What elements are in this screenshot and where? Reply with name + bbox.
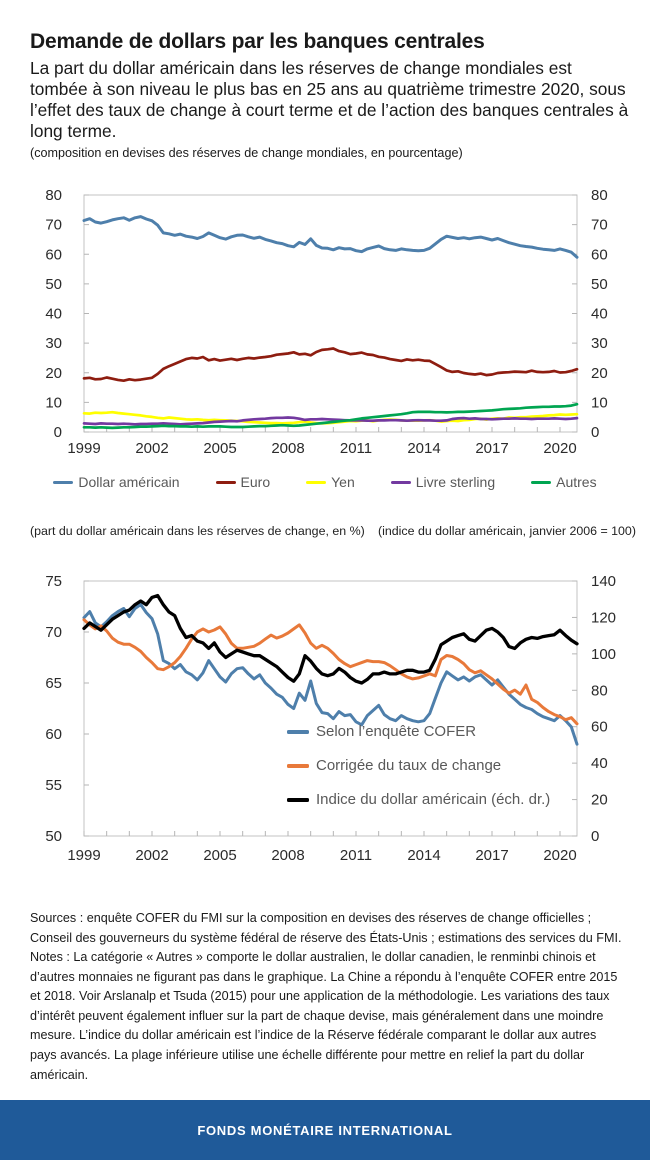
page-title: Demande de dollars par les banques centr… xyxy=(30,30,485,53)
legend-item-adjusted: Corrigée du taux de change xyxy=(287,757,550,774)
y-axis-label-left: 70 xyxy=(45,624,62,641)
y-axis-label-right: 100 xyxy=(591,646,616,663)
y-axis-label-right: 40 xyxy=(591,306,608,323)
x-axis-label: 2005 xyxy=(203,847,236,864)
y-axis-label-left: 65 xyxy=(45,675,62,692)
legend-label: Euro xyxy=(240,474,271,491)
right-axis-caption: (indice du dollar américain, janvier 200… xyxy=(378,524,636,539)
chart1-legend: Dollar américain Euro Yen Livre sterling… xyxy=(0,474,650,490)
y-axis-label-right: 120 xyxy=(591,610,616,627)
y-axis-label-right: 50 xyxy=(591,276,608,293)
y-axis-label-right: 140 xyxy=(591,573,616,590)
x-axis-label: 2011 xyxy=(340,440,372,457)
dollar-index-line-swatch xyxy=(287,797,309,802)
legend-item-euro: Euro xyxy=(215,474,271,491)
x-axis-label: 2008 xyxy=(271,440,304,457)
cofer-line-swatch xyxy=(287,729,309,734)
chart-subtitle: La part du dollar américain dans les rés… xyxy=(30,58,629,142)
series-line-1 xyxy=(82,347,579,383)
header: Demande de dollars par les banques centr… xyxy=(0,0,650,160)
y-axis-label-left: 70 xyxy=(45,217,62,234)
x-axis-label: 2020 xyxy=(543,847,576,864)
y-axis-label-left: 60 xyxy=(45,726,62,743)
y-axis-label-right: 20 xyxy=(591,792,608,809)
series-line-1 xyxy=(82,618,579,726)
x-axis-label: 2011 xyxy=(340,847,372,864)
y-axis-label-left: 50 xyxy=(45,276,62,293)
left-axis-caption: (part du dollar américain dans les réser… xyxy=(30,524,365,539)
imf-footer-label: FONDS MONÉTAIRE INTERNATIONAL xyxy=(197,1122,453,1138)
legend-label: Corrigée du taux de change xyxy=(316,757,502,775)
x-axis-label: 2017 xyxy=(475,440,508,457)
y-axis-label-left: 30 xyxy=(45,336,62,353)
y-axis-label-right: 60 xyxy=(591,719,608,736)
x-axis-label: 2002 xyxy=(135,847,168,864)
x-axis-label: 1999 xyxy=(67,847,100,864)
y-axis-label-right: 80 xyxy=(591,190,608,204)
y-axis-label-right: 30 xyxy=(591,336,608,353)
sterling-line-swatch xyxy=(390,480,411,484)
chart-unit-note: (composition en devises des réserves de … xyxy=(30,146,463,161)
axis-captions: (part du dollar américain dans les réser… xyxy=(0,524,650,540)
legend-item-cofer: Selon l’enquête COFER xyxy=(287,723,550,740)
legend-label: Dollar américain xyxy=(78,474,180,491)
adjusted-line-swatch xyxy=(287,763,309,768)
legend-label: Autres xyxy=(556,474,597,491)
y-axis-label-left: 20 xyxy=(45,365,62,382)
dollar-line-swatch xyxy=(53,480,74,484)
plot-border xyxy=(83,580,578,837)
x-axis-label: 2014 xyxy=(407,847,440,864)
legend-item-dollar: Dollar américain xyxy=(53,474,180,491)
series-line-2 xyxy=(82,594,579,686)
y-axis-label-left: 10 xyxy=(45,395,62,412)
yen-line-swatch xyxy=(306,480,327,484)
plot-border xyxy=(83,194,578,433)
series-line-0 xyxy=(82,215,579,260)
legend-label: Livre sterling xyxy=(415,474,496,491)
sources-text: Sources : enquête COFER du FMI sur la co… xyxy=(30,911,622,945)
usd-share-vs-index-chart: 50 55 60 65 70 75 0 20 40 60 80 100 120 140 1999 2002 20… xyxy=(45,573,616,864)
y-axis-label-left: 50 xyxy=(45,828,62,845)
others-line-swatch xyxy=(531,480,552,484)
y-axis-label-left: 60 xyxy=(45,247,62,264)
reserve-composition-chart: 0 10 20 30 40 50 60 70 80 0 10 20 30 40 50 60 70 80 1999 20… xyxy=(45,190,608,457)
legend-label: Selon l’enquête COFER xyxy=(316,723,477,741)
x-axis-label: 2014 xyxy=(407,440,440,457)
x-axis-label: 2020 xyxy=(543,440,576,457)
legend-item-yen: Yen xyxy=(306,474,355,490)
x-axis-label: 1999 xyxy=(67,440,100,457)
imf-footer-bar: FONDS MONÉTAIRE INTERNATIONAL xyxy=(0,1100,650,1160)
y-axis-label-left: 55 xyxy=(45,777,62,794)
y-axis-label-right: 60 xyxy=(591,247,608,264)
x-axis-label: 2008 xyxy=(271,847,304,864)
y-axis-label-right: 10 xyxy=(591,395,608,412)
x-axis-label: 2017 xyxy=(475,847,508,864)
x-axis-label: 2002 xyxy=(135,440,168,457)
y-axis-label-left: 80 xyxy=(45,190,62,204)
x-axis-label: 2005 xyxy=(203,440,236,457)
euro-line-swatch xyxy=(215,480,236,484)
y-axis-label-right: 0 xyxy=(591,424,599,441)
y-axis-label-right: 0 xyxy=(591,828,599,845)
footnotes: Sources : enquête COFER du FMI sur la co… xyxy=(0,873,650,1085)
y-axis-label-right: 40 xyxy=(591,756,608,773)
chart2-legend: Selon l’enquête COFER Corrigée du taux d… xyxy=(287,723,550,825)
y-axis-label-right: 70 xyxy=(591,217,608,234)
legend-item-sterling: Livre sterling xyxy=(390,474,496,491)
usd-share-chart-block: 50 55 60 65 70 75 0 20 40 60 80 100 120 140 1999 2002 20… xyxy=(0,573,650,873)
y-axis-label-left: 40 xyxy=(45,306,62,323)
legend-item-dollar-index: Indice du dollar américain (éch. dr.) xyxy=(287,791,550,808)
legend-label: Indice du dollar américain (éch. dr.) xyxy=(316,791,551,809)
y-axis-label-left: 0 xyxy=(54,424,62,441)
series-line-3 xyxy=(82,416,579,427)
legend-label: Yen xyxy=(331,474,355,491)
y-axis-label-right: 80 xyxy=(591,683,608,700)
y-axis-label-right: 20 xyxy=(591,365,608,382)
series-line-4 xyxy=(82,403,579,430)
legend-item-others: Autres xyxy=(531,474,597,491)
y-axis-label-left: 75 xyxy=(45,573,62,590)
notes-text: Notes : La catégorie « Autres » comporte… xyxy=(30,950,618,1082)
